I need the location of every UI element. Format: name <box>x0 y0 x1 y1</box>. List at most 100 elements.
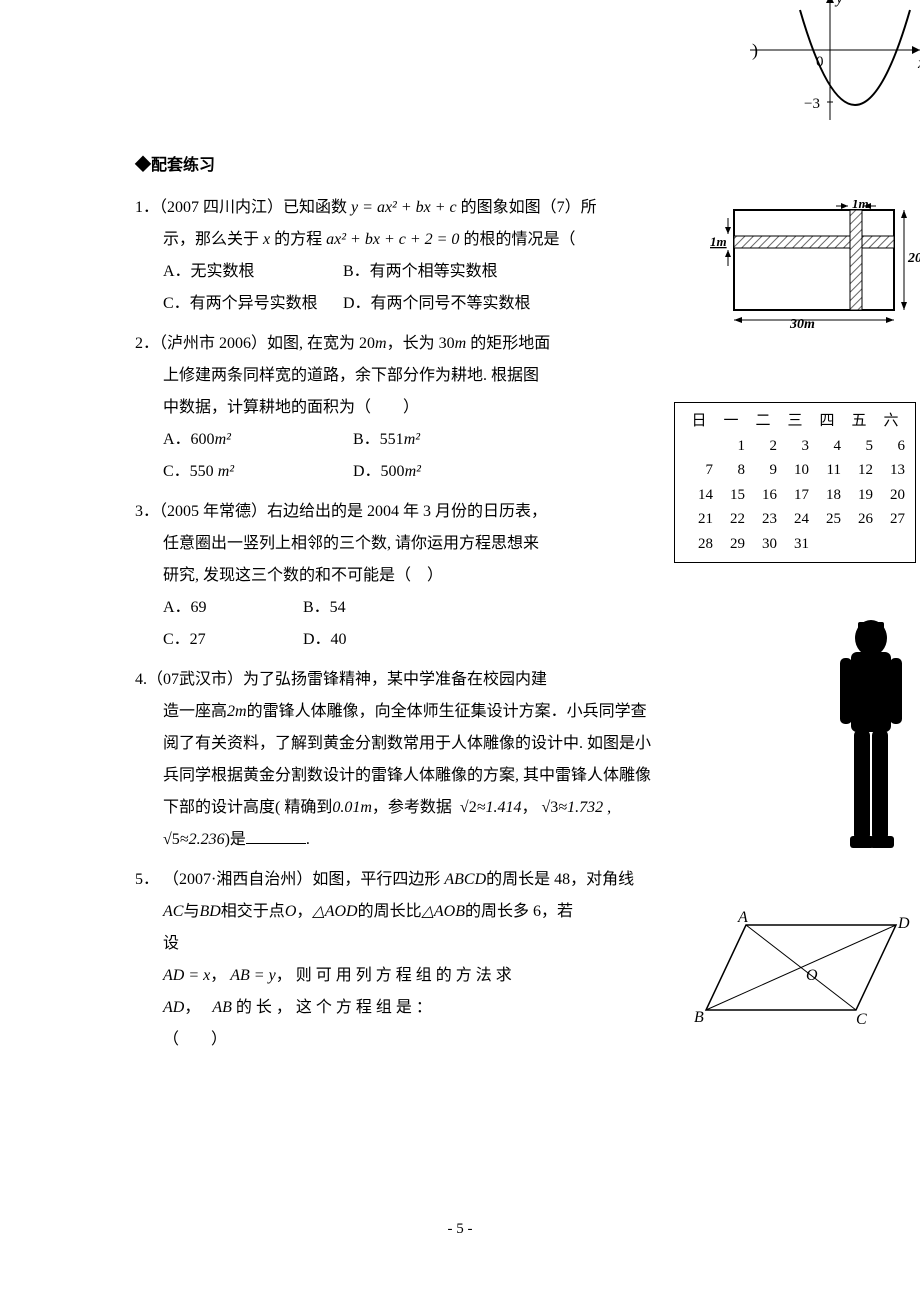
q2-figure: 1m 1m 20m 30m <box>704 200 920 330</box>
q4-blank <box>246 827 306 844</box>
q1-opts-2: C．有两个异号实数根 D．有两个同号不等实数根 <box>163 288 790 320</box>
q2-fig-left: 1m <box>710 234 727 249</box>
q1-eq1: y = ax² + bx + c <box>351 199 457 216</box>
page-number: - 5 - <box>0 1214 920 1244</box>
calendar-table: 日一二三四五六123456789101112131415161718192021… <box>683 409 907 556</box>
q3-opts-2: C．27 D．40 <box>163 624 790 656</box>
calendar-cell: 26 <box>843 507 875 532</box>
calendar-cell: 3 <box>779 434 811 459</box>
q5-B: B <box>694 1009 704 1026</box>
calendar-cell: 13 <box>875 458 907 483</box>
q1-optB: B．有两个相等实数根 <box>343 256 498 288</box>
calendar-head: 三 <box>779 409 811 434</box>
q4-t4: 兵同学根据黄金分割数设计的雷锋人体雕像的方案, 其中雷锋人体雕像 <box>163 760 790 792</box>
q1-line2: 示，那么关于 x 的方程 ax² + bx + c + 2 = 0 的根的情况是… <box>163 224 790 256</box>
q4-t5: 下部的设计高度( 精确到0.01m，参考数据 √2≈1.414， √3≈1.73… <box>163 792 790 824</box>
q5-source: （2007·湘西自治州） <box>163 871 312 888</box>
q1-optD: D．有两个同号不等实数根 <box>343 288 531 320</box>
calendar-cell: 9 <box>747 458 779 483</box>
calendar-cell: 21 <box>683 507 715 532</box>
calendar-cell <box>875 532 907 557</box>
q1-optA: A．无实数根 <box>163 256 333 288</box>
calendar-cell: 11 <box>811 458 843 483</box>
q2-optD: D．500m² <box>353 456 473 488</box>
q4-line1: 4.（07武汉市）为了弘扬雷锋精神，某中学准备在校园内建 <box>135 664 790 696</box>
question-4: 4.（07武汉市）为了弘扬雷锋精神，某中学准备在校园内建 造一座高2m的雷锋人体… <box>135 664 790 856</box>
q3-optB: B．54 <box>303 592 423 624</box>
q4-sqrt2: √2 <box>460 799 477 816</box>
q3-num: 3． <box>135 503 159 520</box>
q4-t1: 为了弘扬雷锋精神，某中学准备在校园内建 <box>243 671 547 688</box>
page: ◆配套练习 1．（2007 四川内江）已知函数 y = ax² + bx + c… <box>0 0 920 1124</box>
q2-t1c: 的矩形地面 <box>466 335 550 352</box>
q4-t3: 阅了有关资料，了解到黄金分割数常用于人体雕像的设计中. 如图是小 <box>163 728 790 760</box>
q4-source: （07武汉市） <box>147 671 243 688</box>
q1-figure: y x 0 −3 ) <box>730 0 920 130</box>
calendar-cell: 25 <box>811 507 843 532</box>
q2-u1: m <box>375 335 387 352</box>
calendar-cell <box>843 532 875 557</box>
q5-t4: AD， AB 的 长 ， 这 个 方 程 组 是 ： <box>163 992 583 1024</box>
q3-optC: C．27 <box>163 624 293 656</box>
q3-t3: 研究, 发现这三个数的和不可能是（ ） <box>163 560 790 592</box>
q5-t5: （ ） <box>163 1024 583 1056</box>
q1-body: 示，那么关于 x 的方程 ax² + bx + c + 2 = 0 的根的情况是… <box>135 224 790 320</box>
calendar-cell: 30 <box>747 532 779 557</box>
q5-figure: A D B C O <box>686 910 916 1030</box>
question-3: 3．（2005 年常德）右边给出的是 2004 年 3 月份的日历表， 任意圈出… <box>135 496 790 656</box>
q1-eq2: ax² + bx + c + 2 = 0 <box>326 231 459 248</box>
q2-optA: A．600m² <box>163 424 343 456</box>
q1-fig-m3: −3 <box>804 96 820 112</box>
q5-abcd: ABCD <box>444 871 486 888</box>
q1-l2a: 示，那么关于 <box>163 231 259 248</box>
q5-line1: 5． （2007·湘西自治州）如图，平行四边形 ABCD的周长是 48，对角线 <box>135 864 790 896</box>
calendar-cell: 20 <box>875 483 907 508</box>
q2-source: （泸州市 2006） <box>159 335 267 352</box>
q2-optC: C．550 m² <box>163 456 343 488</box>
calendar-cell: 19 <box>843 483 875 508</box>
calendar-cell: 17 <box>779 483 811 508</box>
q2-fig-h: 20m <box>907 251 920 266</box>
q1-l2c: 的根的情况是（ <box>463 231 575 248</box>
q5-t1a: 如图，平行四边形 <box>312 871 440 888</box>
q4-body: 造一座高2m的雷锋人体雕像，向全体师生征集设计方案．小兵同学查 阅了有关资料，了… <box>135 696 790 856</box>
q1-t1: 已知函数 <box>283 199 347 216</box>
calendar-cell: 4 <box>811 434 843 459</box>
q4-t2: 造一座高2m的雷锋人体雕像，向全体师生征集设计方案．小兵同学查 <box>163 696 790 728</box>
q5-t3: AD = x， AB = y， 则 可 用 列 方 程 组 的 方 法 求 <box>163 960 583 992</box>
calendar-cell: 22 <box>715 507 747 532</box>
q2-t2: 上修建两条同样宽的道路，余下部分作为耕地. 根据图 <box>163 360 790 392</box>
q1-opts-1: A．无实数根 B．有两个相等实数根 <box>163 256 790 288</box>
q1-fig-y: y <box>834 0 844 7</box>
q1-l2b: 的方程 <box>274 231 322 248</box>
calendar-cell: 6 <box>875 434 907 459</box>
calendar-cell: 2 <box>747 434 779 459</box>
q4-t6: √5≈2.236)是. <box>163 824 790 856</box>
q1-x: x <box>263 231 270 248</box>
calendar-cell: 28 <box>683 532 715 557</box>
calendar-cell: 29 <box>715 532 747 557</box>
question-5: 5． （2007·湘西自治州）如图，平行四边形 ABCD的周长是 48，对角线 … <box>135 864 790 1056</box>
q2-u1b: m <box>455 335 467 352</box>
q3-optD: D．40 <box>303 624 423 656</box>
calendar-cell: 8 <box>715 458 747 483</box>
calendar-head: 日 <box>683 409 715 434</box>
calendar-head: 四 <box>811 409 843 434</box>
calendar-cell <box>683 434 715 459</box>
q1-optC: C．有两个异号实数根 <box>163 288 333 320</box>
calendar-cell: 23 <box>747 507 779 532</box>
q2-line1: 2．（泸州市 2006）如图, 在宽为 20m，长为 30m 的矩形地面 <box>135 328 790 360</box>
q4-figure <box>816 610 920 870</box>
calendar-cell: 5 <box>843 434 875 459</box>
q5-C: C <box>856 1011 867 1028</box>
calendar-cell: 31 <box>779 532 811 557</box>
calendar-head: 六 <box>875 409 907 434</box>
calendar-head: 五 <box>843 409 875 434</box>
q4-sqrt3: √3 <box>542 799 559 816</box>
q1-line1: 1．（2007 四川内江）已知函数 y = ax² + bx + c 的图象如图… <box>135 192 790 224</box>
q3-calendar: 日一二三四五六123456789101112131415161718192021… <box>674 402 916 563</box>
calendar-cell: 27 <box>875 507 907 532</box>
q3-optA: A．69 <box>163 592 293 624</box>
question-1: 1．（2007 四川内江）已知函数 y = ax² + bx + c 的图象如图… <box>135 192 790 320</box>
calendar-cell: 15 <box>715 483 747 508</box>
